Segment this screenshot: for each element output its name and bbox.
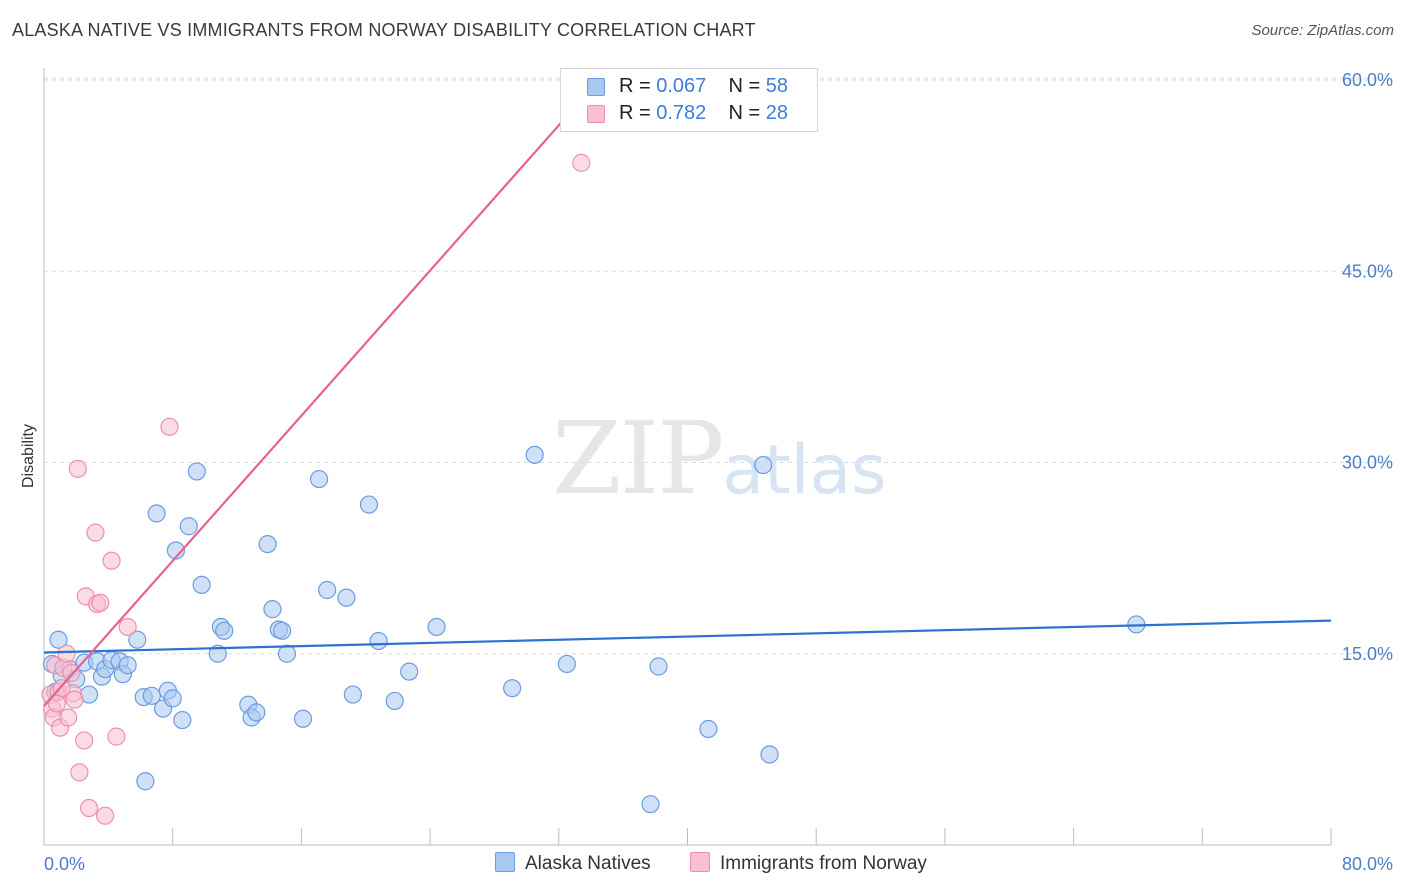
point-alaska-natives bbox=[525, 445, 544, 464]
point-immigrants-norway bbox=[102, 551, 121, 570]
trend-line-immigrants-norway bbox=[43, 79, 600, 707]
watermark: ZIPatlas bbox=[552, 400, 887, 517]
point-immigrants-norway bbox=[59, 708, 78, 727]
point-alaska-natives bbox=[343, 685, 362, 704]
y-axis-label: Disability bbox=[20, 424, 37, 488]
point-alaska-natives bbox=[337, 588, 356, 607]
point-alaska-natives bbox=[166, 541, 186, 560]
x-tick-label-min: 0.0% bbox=[44, 854, 85, 874]
watermark-atlas: atlas bbox=[722, 431, 887, 510]
point-immigrants-norway bbox=[160, 417, 179, 436]
point-alaska-natives bbox=[173, 710, 192, 730]
point-immigrants-norway bbox=[79, 798, 99, 818]
source-credit: Source: ZipAtlas.com bbox=[1251, 22, 1394, 39]
point-immigrants-norway bbox=[118, 617, 137, 637]
point-alaska-natives bbox=[187, 462, 206, 481]
point-alaska-natives bbox=[192, 575, 211, 595]
point-immigrants-norway bbox=[572, 153, 591, 172]
point-alaska-natives bbox=[49, 630, 68, 649]
y-tick-label: 15.0% bbox=[1342, 644, 1393, 664]
point-immigrants-norway bbox=[86, 523, 105, 542]
point-alaska-natives bbox=[649, 657, 668, 676]
point-immigrants-norway bbox=[70, 763, 89, 782]
point-immigrants-norway bbox=[96, 806, 115, 825]
gridlines bbox=[44, 77, 1393, 655]
point-alaska-natives bbox=[179, 517, 198, 536]
point-alaska-natives bbox=[258, 534, 277, 554]
bottom-legend-label: Alaska Natives bbox=[525, 853, 651, 874]
y-tick-label: 30.0% bbox=[1342, 453, 1393, 473]
point-alaska-natives bbox=[136, 772, 155, 791]
legend-n-value: 58 bbox=[765, 75, 789, 97]
point-alaska-natives bbox=[699, 719, 718, 739]
watermark-zip: ZIP bbox=[552, 400, 724, 517]
series-immigrants-norway bbox=[41, 153, 591, 825]
point-immigrants-norway bbox=[107, 727, 126, 746]
point-immigrants-norway bbox=[68, 459, 87, 478]
point-alaska-natives bbox=[215, 621, 234, 640]
legend-r-label: R = bbox=[619, 102, 651, 124]
legend-r-label: R = bbox=[619, 75, 651, 97]
point-alaska-natives bbox=[760, 745, 779, 764]
legend-text: R = 0.782 N = 28 bbox=[619, 102, 788, 125]
bottom-legend-immigrants-norway: Immigrants from Norway bbox=[690, 852, 927, 875]
legend-swatch-pink bbox=[587, 105, 605, 123]
point-immigrants-norway bbox=[65, 690, 84, 709]
legend-n-label: N = bbox=[728, 102, 761, 124]
y-tick-label: 60.0% bbox=[1342, 70, 1393, 90]
bottom-legend-swatch-pink bbox=[690, 852, 710, 872]
point-alaska-natives bbox=[128, 630, 147, 649]
point-alaska-natives bbox=[318, 580, 337, 600]
point-alaska-natives bbox=[272, 621, 292, 640]
point-alaska-natives bbox=[309, 469, 329, 489]
axis-labels: 15.0% 30.0% 45.0% 60.0% 0.0% 80.0% Disability bbox=[20, 70, 1393, 874]
y-tick-label: 45.0% bbox=[1342, 261, 1393, 281]
point-alaska-natives bbox=[118, 656, 137, 675]
point-immigrants-norway bbox=[62, 663, 81, 682]
legend-text: R = 0.067 N = 58 bbox=[619, 75, 788, 98]
axes bbox=[43, 68, 1332, 846]
trend-line-alaska-natives bbox=[43, 619, 1332, 654]
x-tick-label-max: 80.0% bbox=[1342, 854, 1393, 874]
trend-lines bbox=[43, 79, 1332, 707]
bottom-legend-alaska-natives: Alaska Natives bbox=[495, 852, 651, 875]
legend-r-value: 0.782 bbox=[656, 102, 707, 124]
correlation-legend: R = 0.067 N = 58 R = 0.782 N = 28 bbox=[560, 68, 818, 132]
bottom-legend-label: Immigrants from Norway bbox=[720, 853, 927, 874]
point-alaska-natives bbox=[359, 495, 379, 514]
point-alaska-natives bbox=[641, 795, 660, 814]
point-alaska-natives bbox=[754, 455, 773, 475]
chart-title: ALASKA NATIVE VS IMMIGRANTS FROM NORWAY … bbox=[12, 20, 756, 40]
point-alaska-natives bbox=[503, 679, 522, 698]
point-alaska-natives bbox=[163, 689, 182, 708]
point-immigrants-norway bbox=[91, 593, 110, 612]
point-alaska-natives bbox=[557, 654, 576, 674]
point-alaska-natives bbox=[208, 644, 227, 663]
legend-swatch-blue bbox=[587, 78, 605, 96]
point-alaska-natives bbox=[263, 600, 282, 619]
point-immigrants-norway bbox=[57, 644, 76, 663]
legend-n-label: N = bbox=[728, 75, 761, 97]
point-alaska-natives bbox=[400, 662, 419, 681]
point-alaska-natives bbox=[147, 504, 166, 523]
legend-n-value: 28 bbox=[765, 102, 789, 124]
point-alaska-natives bbox=[427, 617, 446, 637]
point-alaska-natives bbox=[277, 644, 297, 663]
point-alaska-natives bbox=[142, 686, 161, 705]
point-immigrants-norway bbox=[47, 694, 66, 713]
point-alaska-natives bbox=[293, 709, 313, 728]
point-immigrants-norway bbox=[75, 731, 94, 750]
point-alaska-natives bbox=[385, 691, 404, 711]
legend-r-value: 0.067 bbox=[656, 75, 707, 97]
bottom-legend-swatch-blue bbox=[495, 852, 515, 872]
point-alaska-natives bbox=[247, 703, 266, 722]
point-alaska-natives bbox=[369, 631, 388, 651]
